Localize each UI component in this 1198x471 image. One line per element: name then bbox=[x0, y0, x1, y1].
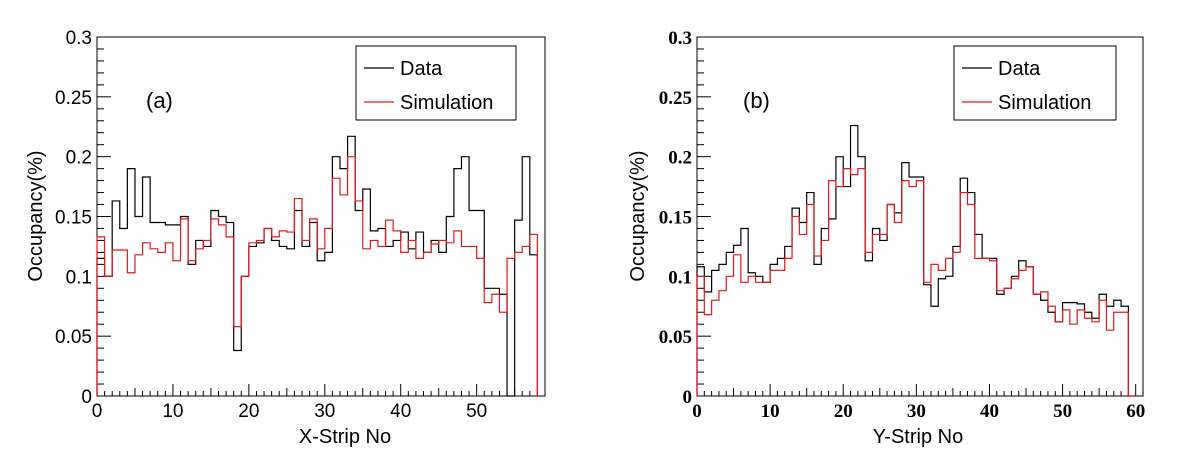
legend-box bbox=[355, 45, 517, 121]
x-tick-label: 50 bbox=[466, 401, 487, 422]
y-tick-label: 0.05 bbox=[55, 327, 92, 348]
chart-panel-a: 0 0.05 0.1 0.15 0.2 0.25 0.3 0 10 20 30 40 50 Data Sim… bbox=[25, 28, 546, 448]
y-axis-label: Occupancy(%) bbox=[25, 150, 47, 281]
y-tick-label: 0.25 bbox=[659, 88, 692, 109]
y-tick-label: 0.25 bbox=[55, 88, 92, 109]
y-tick-label: 0.1 bbox=[66, 267, 92, 288]
panel-label: (a) bbox=[146, 88, 173, 113]
y-tick-label: 0.3 bbox=[668, 28, 692, 49]
series-simulation-line bbox=[96, 156, 539, 396]
y-tick-label: 0.15 bbox=[659, 208, 692, 229]
x-tick-label: 40 bbox=[980, 401, 999, 422]
x-axis-label: Y-Strip No bbox=[873, 426, 963, 448]
x-tick-label: 50 bbox=[1053, 401, 1072, 422]
legend-label-simulation: Simulation bbox=[400, 92, 493, 114]
x-tick-label: 30 bbox=[314, 401, 335, 422]
y-tick-label: 0.05 bbox=[659, 327, 692, 348]
x-tick-label: 20 bbox=[238, 401, 259, 422]
chart-panel-b: 0 0.05 0.1 0.15 0.2 0.25 0.3 0 10 20 30 40 50 60 Data S… bbox=[627, 28, 1145, 448]
legend-label-data: Data bbox=[400, 58, 443, 80]
y-tick-label: 0.1 bbox=[668, 267, 692, 288]
legend-label-simulation: Simulation bbox=[998, 92, 1091, 114]
x-tick-label: 40 bbox=[390, 401, 411, 422]
legend-label-data: Data bbox=[998, 58, 1041, 80]
legend: Data Simulation bbox=[953, 45, 1117, 121]
legend: Data Simulation bbox=[355, 45, 517, 121]
y-tick-label: 0 bbox=[683, 387, 693, 408]
x-tick-label: 20 bbox=[834, 401, 853, 422]
y-tick-label: 0 bbox=[81, 387, 92, 408]
y-tick-label: 0.2 bbox=[66, 148, 92, 169]
series-data-line bbox=[696, 124, 1136, 397]
x-tick-label: 10 bbox=[761, 401, 780, 422]
y-tick-label: 0.3 bbox=[66, 28, 92, 49]
panel-label: (b) bbox=[743, 88, 770, 113]
series-simulation-line bbox=[696, 168, 1136, 397]
x-tick-label: 0 bbox=[692, 401, 702, 422]
x-tick-label: 0 bbox=[92, 401, 103, 422]
series-data-line bbox=[96, 135, 539, 397]
x-axis-label: X-Strip No bbox=[299, 426, 391, 448]
y-tick-label: 0.15 bbox=[55, 208, 92, 229]
x-tick-label: 30 bbox=[907, 401, 926, 422]
x-tick-label: 60 bbox=[1126, 401, 1145, 422]
y-tick-label: 0.2 bbox=[668, 148, 692, 169]
x-tick-label: 10 bbox=[162, 401, 183, 422]
y-axis-label: Occupancy(%) bbox=[627, 150, 649, 281]
legend-box bbox=[953, 45, 1117, 121]
